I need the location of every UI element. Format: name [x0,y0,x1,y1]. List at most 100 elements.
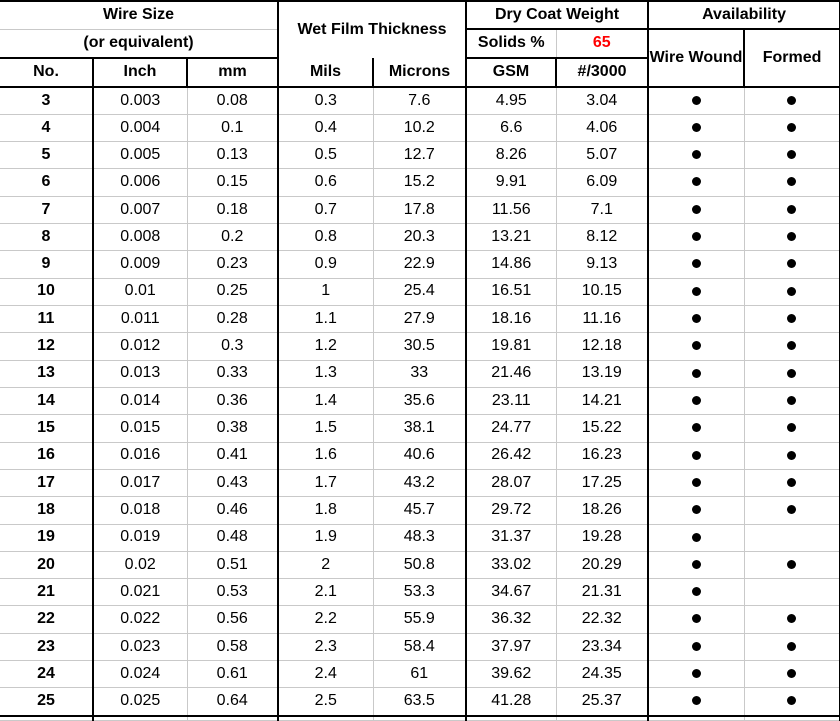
cell-no: 21 [0,578,94,607]
partial-cell [93,715,188,721]
table-row: 3 0.003 0.08 0.3 7.6 4.95 3.04 [0,87,840,115]
cell-no: 7 [0,196,94,225]
cell-mm: 0.13 [187,141,279,170]
cell-per3000: 25.37 [556,687,650,717]
cell-inch: 0.023 [93,633,188,662]
cell-per3000: 16.23 [556,442,650,470]
cell-wire-wound [648,387,745,416]
table-row: 11 0.011 0.28 1.1 27.9 18.16 11.16 [0,305,840,334]
cell-mm: 0.3 [187,332,279,361]
availability-dot [787,641,797,651]
cell-mm: 0.08 [187,87,279,115]
cell-gsm: 37.97 [466,633,557,662]
cell-microns: 10.2 [373,114,468,143]
cell-microns: 12.7 [373,141,468,170]
cell-microns: 40.6 [373,442,468,470]
availability-dot [691,559,701,569]
cell-microns: 22.9 [373,250,468,279]
cell-no: 13 [0,360,94,388]
cell-microns: 30.5 [373,332,468,361]
availability-dot [691,614,701,624]
cell-per3000: 13.19 [556,360,650,388]
availability-dot [691,95,701,105]
table-row: 20 0.02 0.51 2 50.8 33.02 20.29 [0,551,840,580]
cell-formed [744,114,840,143]
cell-inch: 0.005 [93,141,188,170]
cell-microns: 15.2 [373,168,468,197]
cell-mm: 0.41 [187,442,279,470]
header-wire-size-subtitle: (or equivalent) [0,29,279,59]
cell-mils: 1.2 [278,332,374,361]
table-row: 8 0.008 0.2 0.8 20.3 13.21 8.12 [0,223,840,252]
cell-mm: 0.23 [187,250,279,279]
cell-mm: 0.53 [187,578,279,607]
cell-formed [744,305,840,334]
cell-formed [744,414,840,443]
cell-mils: 1.1 [278,305,374,334]
availability-dot [787,505,797,515]
cell-mils: 2.1 [278,578,374,607]
cell-per3000: 17.25 [556,469,650,498]
cell-mm: 0.43 [187,469,279,498]
cell-no: 10 [0,278,94,307]
header-wire-size-title: Wire Size [0,1,279,30]
cell-formed [744,360,840,388]
availability-dot [787,614,797,624]
cell-per3000: 21.31 [556,578,650,607]
cell-microns: 27.9 [373,305,468,334]
table-row: 5 0.005 0.13 0.5 12.7 8.26 5.07 [0,141,840,170]
cell-per3000: 14.21 [556,387,650,416]
cell-gsm: 9.91 [466,168,557,197]
partial-cell [278,715,374,721]
cell-microns: 17.8 [373,196,468,225]
cell-microns: 53.3 [373,578,468,607]
cell-per3000: 19.28 [556,524,650,552]
partial-cell [556,715,650,721]
availability-dot [691,450,701,460]
cell-inch: 0.015 [93,414,188,443]
availability-dot [787,450,797,460]
availability-dot [787,423,797,433]
cell-no: 16 [0,442,94,470]
cell-per3000: 8.12 [556,223,650,252]
availability-dot [787,177,797,187]
cell-mm: 0.38 [187,414,279,443]
cell-mm: 0.56 [187,605,279,634]
cell-wire-wound [648,278,745,307]
availability-dot [691,587,701,597]
cell-gsm: 36.32 [466,605,557,634]
cell-no: 12 [0,332,94,361]
cell-per3000: 11.16 [556,305,650,334]
partial-row [0,715,840,721]
availability-dot [691,259,701,269]
cell-gsm: 34.67 [466,578,557,607]
availability-dot [691,314,701,324]
partial-cell [0,715,94,721]
cell-gsm: 41.28 [466,687,557,717]
partial-cell [648,715,745,721]
cell-mm: 0.64 [187,687,279,717]
cell-wire-wound [648,551,745,580]
cell-mm: 0.58 [187,633,279,662]
cell-mils: 1.7 [278,469,374,498]
cell-per3000: 20.29 [556,551,650,580]
table-row: 13 0.013 0.33 1.3 33 21.46 13.19 [0,360,840,388]
cell-no: 19 [0,524,94,552]
cell-inch: 0.009 [93,250,188,279]
cell-microns: 35.6 [373,387,468,416]
cell-gsm: 18.16 [466,305,557,334]
cell-mils: 0.4 [278,114,374,143]
availability-dot [691,232,701,242]
availability-dot [787,368,797,378]
cell-formed [744,551,840,580]
cell-gsm: 4.95 [466,87,557,115]
cell-no: 3 [0,87,94,115]
cell-formed [744,87,840,115]
cell-formed [744,442,840,470]
availability-dot [787,559,797,569]
header-col-gsm: GSM [466,58,558,88]
header-column-row: No. Inch mm Mils Microns GSM #/3000 [0,58,840,88]
cell-gsm: 8.26 [466,141,557,170]
cell-mils: 1.9 [278,524,374,552]
cell-no: 18 [0,496,94,525]
